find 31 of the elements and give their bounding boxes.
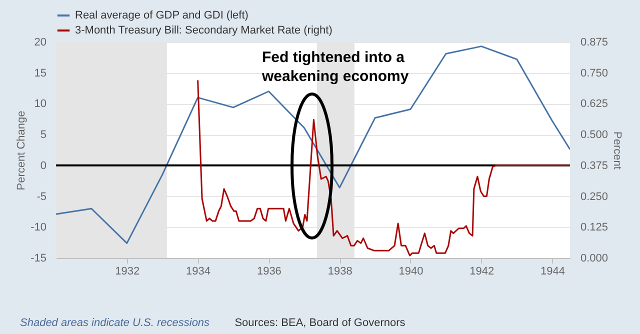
x-tick-label: 1936 — [256, 266, 282, 278]
y2-tick-label: 0.875 — [580, 36, 608, 48]
text: Shaded areas indicate U.S. recessions — [20, 317, 210, 329]
y2-axis-title: Percent — [611, 132, 624, 170]
source-note: Sources: BEA, Board of Governors — [234, 317, 406, 329]
y-tick-label: -10 — [30, 222, 46, 234]
legend-label: 3-Month Treasury Bill: Secondary Market Rate (right) — [75, 24, 332, 36]
x-tick-label: 1942 — [470, 266, 494, 278]
legend-label: Real average of GDP and GDI (left) — [75, 10, 248, 22]
x-tick-label: 1932 — [115, 266, 140, 278]
x-tick-label: 1938 — [328, 266, 352, 278]
y-tick-label: 15 — [34, 67, 46, 80]
y2-tick-label: 0.750 — [580, 67, 608, 80]
y-tick-label: 10 — [34, 98, 46, 110]
y-axis-title: Percent Change — [16, 110, 28, 190]
x-tick-label: 1934 — [186, 266, 211, 278]
y-tick-label: 0 — [40, 160, 46, 172]
line-series — [56, 46, 570, 244]
y2-tick-label: 0.000 — [580, 252, 608, 264]
y2-tick-label: 0.125 — [580, 222, 608, 234]
y2-tick-label: 0.500 — [580, 129, 608, 142]
y-tick-label: 20 — [34, 36, 46, 48]
y-tick-label: 5 — [40, 129, 46, 142]
y2-tick-label: 0.625 — [580, 98, 608, 110]
x-tick-label: 1944 — [540, 266, 566, 278]
y-tick-label: -5 — [36, 190, 46, 203]
y2-tick-label: 0.250 — [580, 190, 608, 203]
y2-tick-label: 0.375 — [580, 160, 608, 172]
annotation: Fed tightened into a weakening economy — [262, 48, 410, 86]
x-tick-label: 1940 — [398, 266, 424, 278]
y-tick-label: -15 — [30, 252, 46, 264]
